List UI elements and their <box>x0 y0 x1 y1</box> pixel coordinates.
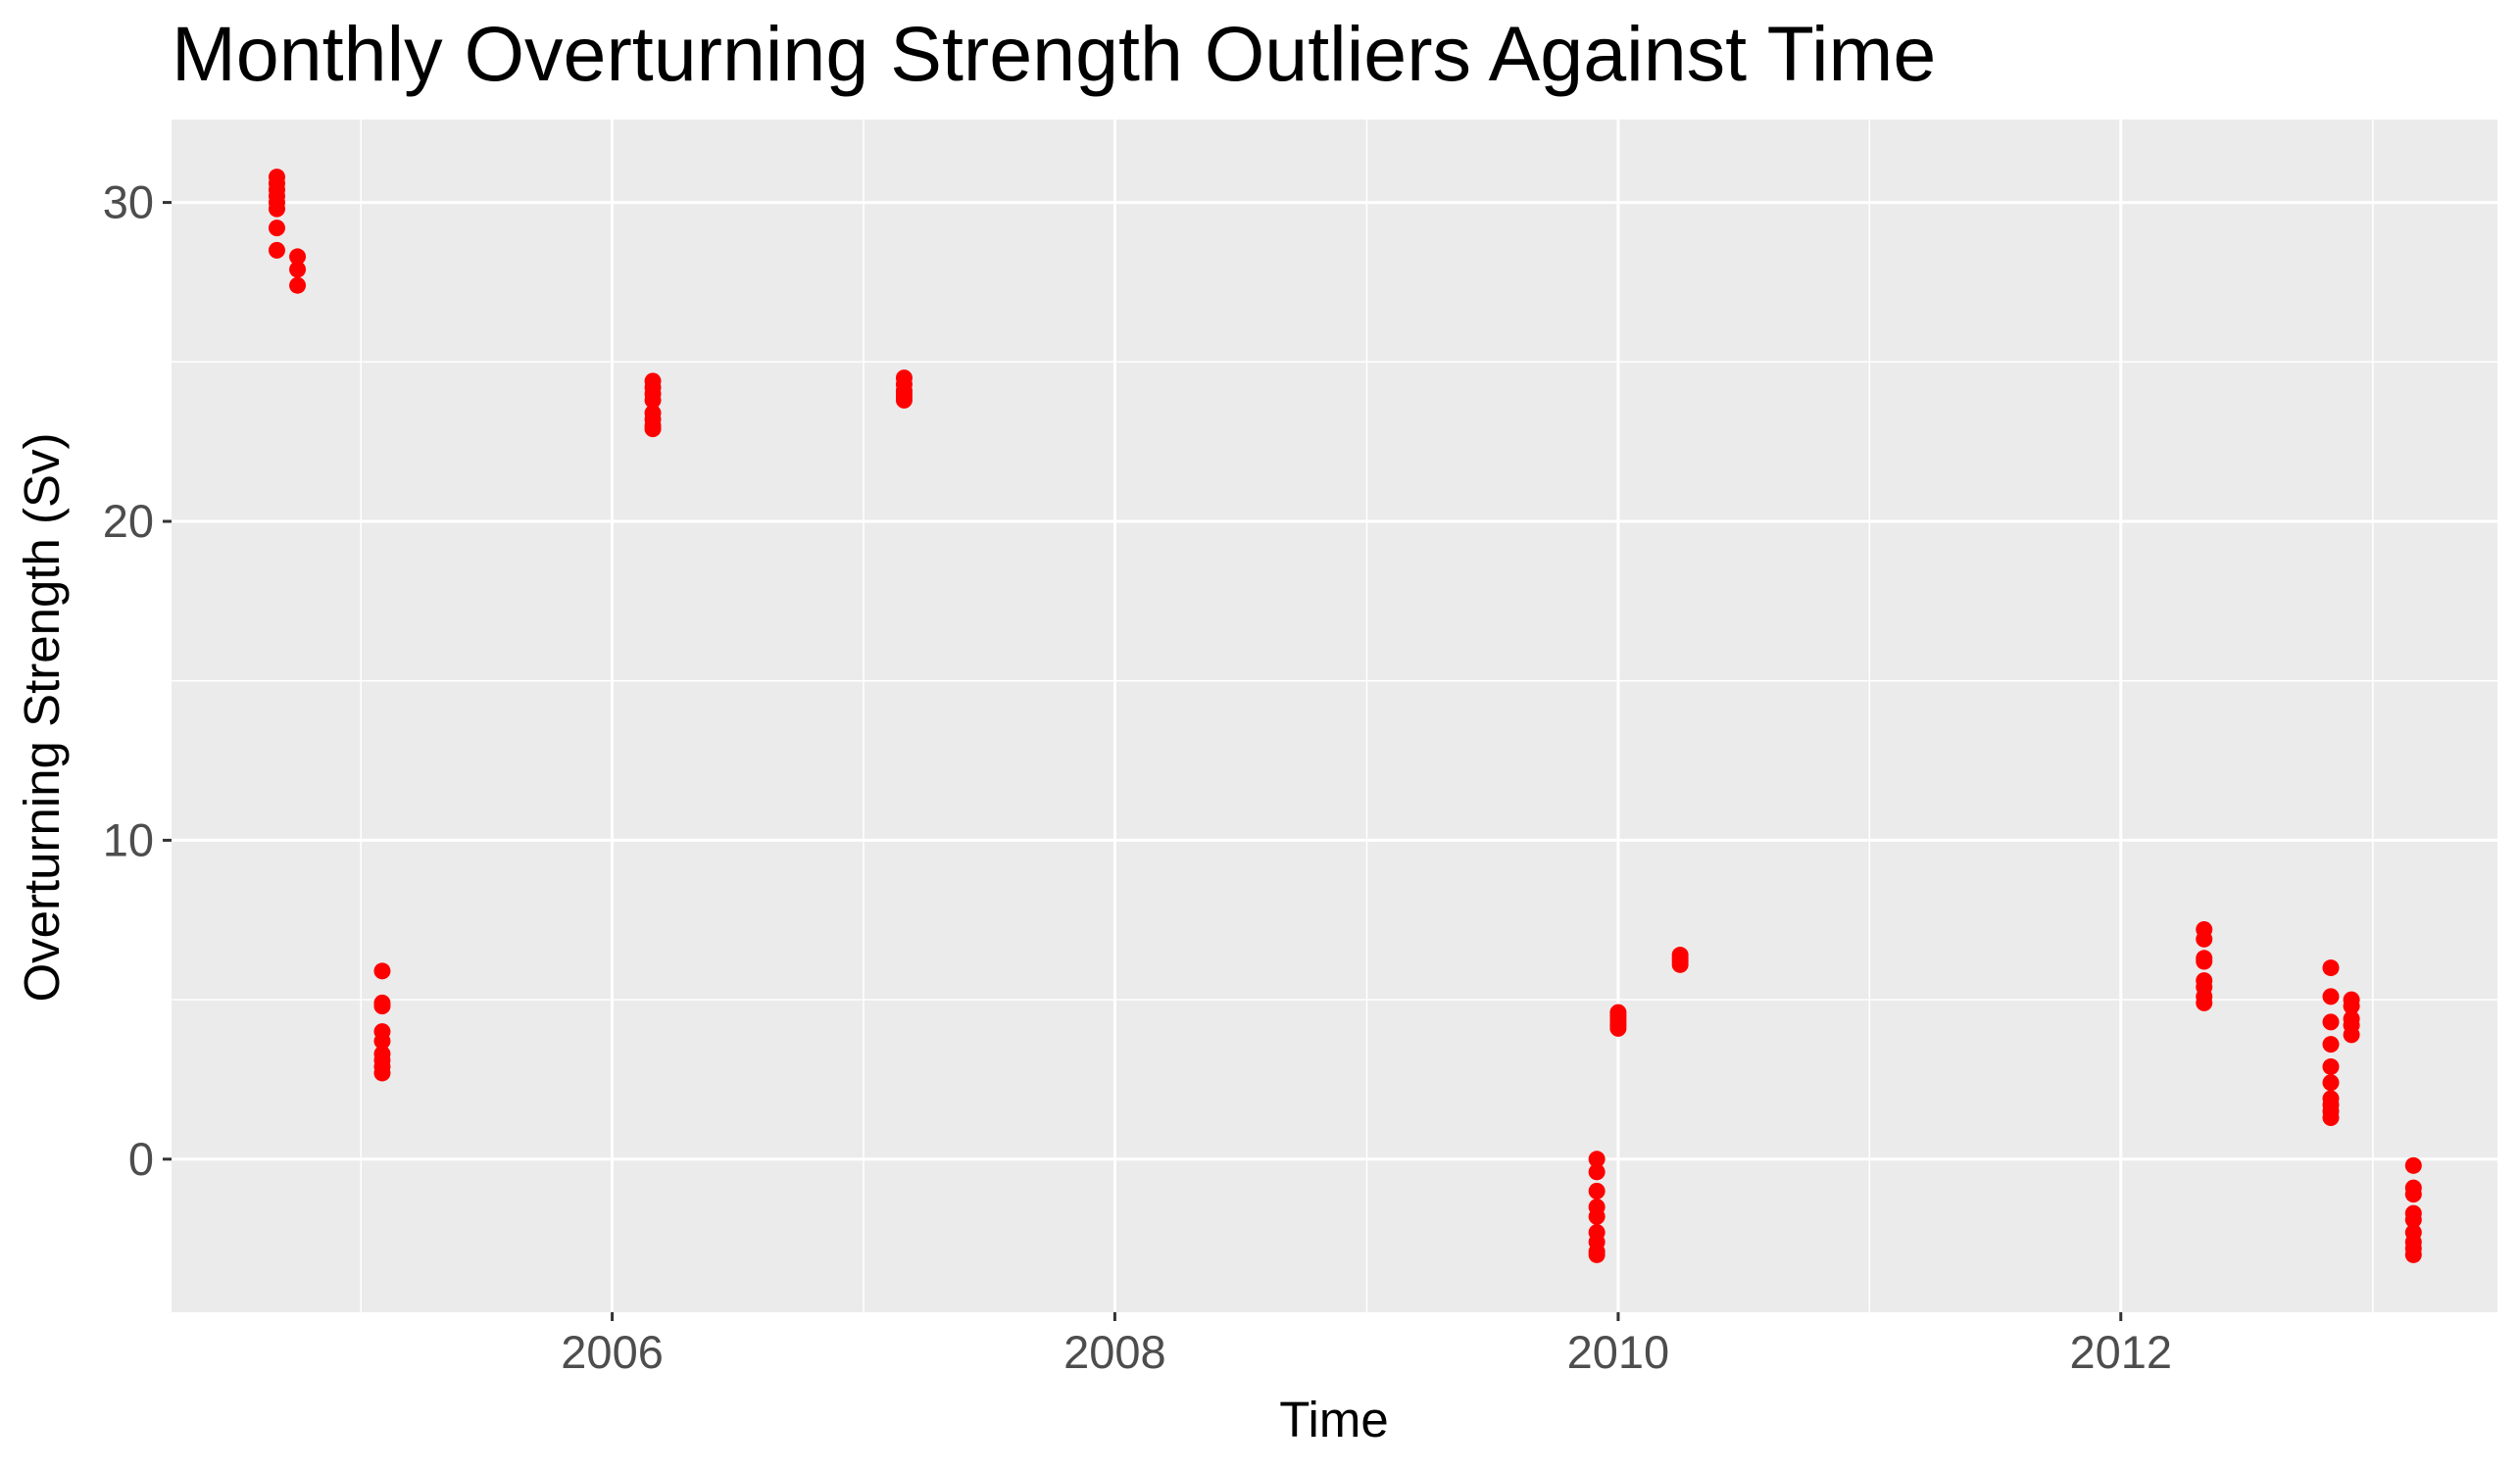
data-point <box>289 261 307 278</box>
chart-title: Monthly Overturning Strength Outliers Ag… <box>172 10 1936 97</box>
x-tick-label: 2010 <box>1567 1326 1670 1378</box>
data-point <box>268 220 285 237</box>
data-points <box>268 169 2422 1263</box>
data-point <box>373 998 391 1015</box>
data-point <box>289 276 307 294</box>
data-point <box>2196 953 2213 970</box>
data-point <box>2343 1026 2360 1044</box>
data-point <box>2404 1156 2422 1174</box>
y-tick-label: 0 <box>128 1133 154 1185</box>
plot-panel <box>172 120 2497 1312</box>
x-tick-label: 2006 <box>561 1326 664 1378</box>
data-point <box>2404 1211 2422 1229</box>
data-point <box>2322 1036 2340 1054</box>
y-tick-label: 20 <box>103 495 154 547</box>
data-point <box>373 1064 391 1082</box>
y-tick-label: 30 <box>103 176 154 228</box>
data-point <box>1588 1246 1606 1263</box>
y-axis: 0 10 20 30 <box>103 176 172 1185</box>
data-point <box>2404 1246 2422 1263</box>
data-point <box>268 200 285 218</box>
data-point <box>2322 1013 2340 1031</box>
data-point <box>268 241 285 259</box>
x-axis-title: Time <box>1279 1392 1388 1447</box>
data-point <box>289 248 307 266</box>
data-point <box>1588 1163 1606 1181</box>
y-tick-label: 10 <box>103 813 154 865</box>
data-point <box>1671 956 1689 973</box>
data-point <box>1588 1207 1606 1225</box>
data-point <box>644 391 662 409</box>
data-point <box>373 962 391 980</box>
data-point <box>2343 998 2360 1015</box>
data-point <box>2196 930 2213 948</box>
data-point <box>1588 1151 1606 1168</box>
data-point <box>2322 1074 2340 1092</box>
data-point <box>2322 988 2340 1005</box>
data-point <box>644 420 662 438</box>
data-point <box>2322 1109 2340 1127</box>
y-axis-title: Overturning Strength (Sv) <box>14 432 70 1002</box>
x-tick-label: 2008 <box>1063 1326 1166 1378</box>
x-tick-label: 2012 <box>2069 1326 2172 1378</box>
data-point <box>2322 1057 2340 1075</box>
major-gridlines <box>172 120 2497 1312</box>
data-point <box>2322 959 2340 977</box>
data-point <box>2196 994 2213 1011</box>
minor-gridlines <box>172 120 2497 1312</box>
data-point <box>895 391 913 409</box>
data-point <box>1609 1019 1627 1037</box>
data-point <box>373 1032 391 1050</box>
data-point <box>2404 1186 2422 1203</box>
data-point <box>1588 1182 1606 1200</box>
x-axis: 2006 2008 2010 2012 <box>561 1312 2172 1378</box>
